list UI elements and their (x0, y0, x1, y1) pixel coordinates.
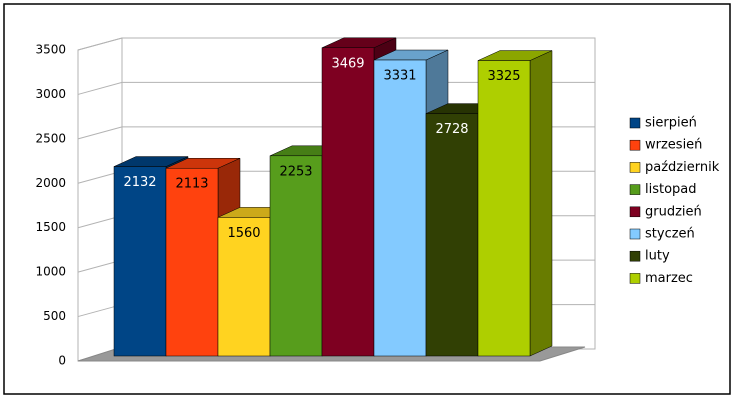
legend-swatch (629, 117, 641, 129)
legend-label: listopad (645, 182, 697, 197)
bar (165, 167, 219, 357)
legend-swatch (629, 184, 641, 195)
legend-label: luty (645, 249, 670, 264)
bar (113, 166, 167, 357)
y-tick-label: 0 (58, 354, 66, 368)
legend-swatch (629, 206, 641, 218)
bar (425, 113, 479, 357)
legend-label: marzec (645, 271, 693, 286)
data-label: 2113 (175, 177, 208, 192)
legend-label: wrzesień (645, 138, 702, 153)
legend-swatch (629, 139, 641, 151)
data-label: 3331 (383, 69, 416, 84)
grid-line (77, 37, 595, 51)
y-tick-label: 3000 (35, 87, 66, 101)
bar-side (529, 50, 553, 357)
y-tick-label: 3500 (35, 43, 66, 57)
bar (269, 155, 323, 357)
legend-label: sierpień (645, 116, 697, 131)
data-label: 2253 (279, 164, 312, 179)
bar (321, 47, 375, 357)
y-tick-label: 500 (43, 309, 66, 323)
y-tick-label: 1000 (35, 265, 66, 279)
legend-swatch (629, 273, 641, 284)
y-tick-label: 2500 (35, 131, 66, 145)
bar (217, 217, 271, 357)
legend-label: październik (645, 160, 720, 175)
legend-label: styczeń (645, 227, 695, 242)
legend-label: grudzień (645, 204, 702, 219)
data-label: 3325 (487, 69, 520, 84)
data-label: 3469 (331, 56, 364, 71)
legend-swatch (629, 162, 641, 173)
data-label: 2132 (123, 175, 156, 190)
bar (477, 60, 531, 357)
data-label: 2728 (435, 122, 468, 137)
legend-swatch (629, 228, 641, 240)
y-tick-label: 2000 (35, 176, 66, 190)
legend-swatch (629, 250, 641, 262)
y-tick-label: 1500 (35, 220, 66, 234)
bar (373, 59, 427, 357)
data-label: 1560 (227, 226, 260, 241)
